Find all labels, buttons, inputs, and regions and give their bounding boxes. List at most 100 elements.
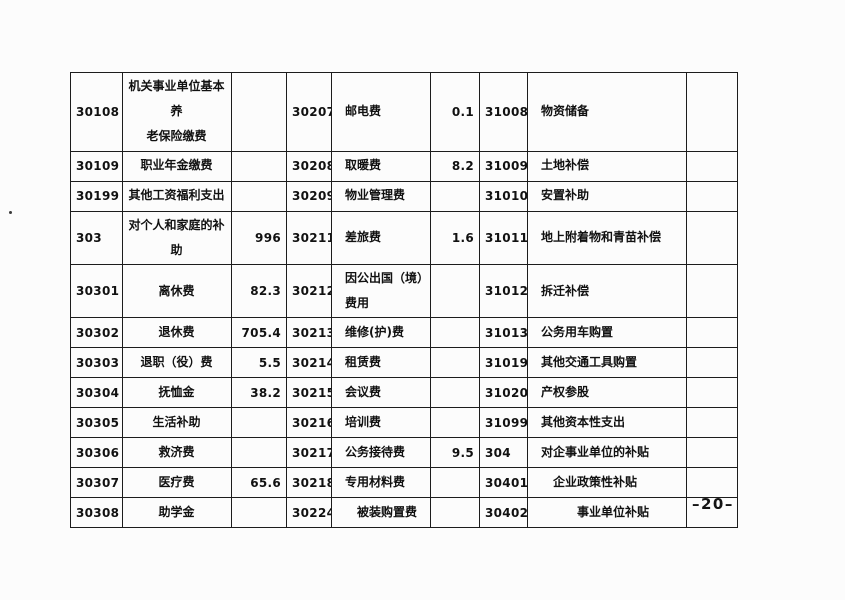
budget-table: 30108 机关事业单位基本养 老保险缴费 30207 邮电费 0.1 31008 物资储备… xyxy=(70,72,738,529)
cell-code: 303 xyxy=(70,210,123,265)
cell-code: 30213 xyxy=(286,317,332,349)
cell-name: 公务接待费 xyxy=(331,437,431,469)
cell-amount xyxy=(686,210,738,265)
cell-amount xyxy=(231,437,287,469)
cell-amount xyxy=(686,317,738,349)
cell-name: 取暖费 xyxy=(331,150,431,182)
cell-amount xyxy=(231,180,287,212)
cell-name: 对个人和家庭的补助 xyxy=(122,210,232,265)
cell-name: 生活补助 xyxy=(122,407,232,439)
cell-code: 30199 xyxy=(70,180,123,212)
cell-name: 退职（役）费 xyxy=(122,347,232,379)
table-row: 30308 助学金 30224 被装购置费 30402 事业单位补贴 xyxy=(70,497,738,529)
cell-amount xyxy=(231,407,287,439)
table-row: 30109 职业年金缴费 30208 取暖费 8.2 31009 土地补偿 xyxy=(70,150,738,182)
table-row: 30303 退职（役）费 5.5 30214 租赁费 31019 其他交通工具购置 xyxy=(70,347,738,379)
cell-amount xyxy=(231,72,287,152)
cell-name: 医疗费 xyxy=(122,467,232,499)
cell-amount xyxy=(686,347,738,379)
cell-name: 土地补偿 xyxy=(527,150,687,182)
cell-code: 30216 xyxy=(286,407,332,439)
cell-amount: 996 xyxy=(231,210,287,265)
cell-code: 30109 xyxy=(70,150,123,182)
cell-amount xyxy=(430,467,480,499)
cell-amount xyxy=(430,497,480,529)
cell-amount: 8.2 xyxy=(430,150,480,182)
cell-amount: 5.5 xyxy=(231,347,287,379)
scan-artifact-dot xyxy=(9,211,12,214)
cell-name: 差旅费 xyxy=(331,210,431,265)
cell-code: 31012 xyxy=(479,263,528,319)
cell-code: 31010 xyxy=(479,180,528,212)
cell-name: 拆迁补偿 xyxy=(527,263,687,319)
cell-name: 助学金 xyxy=(122,497,232,529)
cell-code: 30304 xyxy=(70,377,123,409)
cell-amount xyxy=(430,347,480,379)
cell-code: 30211 xyxy=(286,210,332,265)
cell-code: 31013 xyxy=(479,317,528,349)
cell-name: 专用材料费 xyxy=(331,467,431,499)
cell-name: 被装购置费 xyxy=(331,497,431,529)
table-row: 30306 救济费 30217 公务接待费 9.5 304 对企事业单位的补贴 xyxy=(70,437,738,469)
cell-amount xyxy=(686,263,738,319)
cell-code: 30214 xyxy=(286,347,332,379)
cell-name: 会议费 xyxy=(331,377,431,409)
cell-code: 30303 xyxy=(70,347,123,379)
cell-code: 30207 xyxy=(286,72,332,152)
cell-code: 30305 xyxy=(70,407,123,439)
cell-name: 其他资本性支出 xyxy=(527,407,687,439)
cell-code: 31011 xyxy=(479,210,528,265)
cell-code: 31009 xyxy=(479,150,528,182)
cell-name: 产权参股 xyxy=(527,377,687,409)
cell-name: 救济费 xyxy=(122,437,232,469)
cell-code: 30108 xyxy=(70,72,123,152)
cell-name: 机关事业单位基本养 老保险缴费 xyxy=(122,72,232,152)
table-row: 30199 其他工资福利支出 30209 物业管理费 31010 安置补助 xyxy=(70,180,738,212)
cell-name: 邮电费 xyxy=(331,72,431,152)
cell-name: 退休费 xyxy=(122,317,232,349)
cell-name: 职业年金缴费 xyxy=(122,150,232,182)
cell-amount xyxy=(686,407,738,439)
cell-code: 30307 xyxy=(70,467,123,499)
cell-amount xyxy=(231,150,287,182)
cell-code: 304 xyxy=(479,437,528,469)
cell-code: 30306 xyxy=(70,437,123,469)
cell-code: 31020 xyxy=(479,377,528,409)
cell-name: 离休费 xyxy=(122,263,232,319)
cell-code: 30212 xyxy=(286,263,332,319)
cell-amount xyxy=(686,437,738,469)
table-row: 30307 医疗费 65.6 30218 专用材料费 30401 企业政策性补贴 xyxy=(70,467,738,499)
cell-amount xyxy=(430,377,480,409)
cell-amount xyxy=(430,263,480,319)
table-row: 30108 机关事业单位基本养 老保险缴费 30207 邮电费 0.1 31008 物资储备 xyxy=(70,72,738,152)
cell-code: 31099 xyxy=(479,407,528,439)
cell-name: 对企事业单位的补贴 xyxy=(527,437,687,469)
cell-amount xyxy=(430,180,480,212)
cell-code: 30308 xyxy=(70,497,123,529)
cell-name: 因公出国（境）费用 xyxy=(331,263,431,319)
cell-name: 企业政策性补贴 xyxy=(527,467,687,499)
cell-code: 30301 xyxy=(70,263,123,319)
cell-code: 30302 xyxy=(70,317,123,349)
cell-amount xyxy=(430,317,480,349)
cell-name: 其他工资福利支出 xyxy=(122,180,232,212)
cell-amount xyxy=(686,377,738,409)
cell-name: 维修(护)费 xyxy=(331,317,431,349)
table-row: 30302 退休费 705.4 30213 维修(护)费 31013 公务用车购置 xyxy=(70,317,738,349)
cell-amount xyxy=(686,467,738,499)
cell-amount xyxy=(686,497,738,529)
cell-code: 30217 xyxy=(286,437,332,469)
cell-name: 地上附着物和青苗补偿 xyxy=(527,210,687,265)
cell-name: 其他交通工具购置 xyxy=(527,347,687,379)
page-number: –20– xyxy=(692,495,734,513)
cell-code: 30401 xyxy=(479,467,528,499)
cell-amount xyxy=(686,180,738,212)
cell-amount: 65.6 xyxy=(231,467,287,499)
cell-name: 安置补助 xyxy=(527,180,687,212)
cell-amount: 1.6 xyxy=(430,210,480,265)
cell-code: 30402 xyxy=(479,497,528,529)
table-row: 30301 离休费 82.3 30212 因公出国（境）费用 31012 拆迁补偿 xyxy=(70,263,738,319)
cell-amount xyxy=(686,150,738,182)
cell-amount xyxy=(686,72,738,152)
